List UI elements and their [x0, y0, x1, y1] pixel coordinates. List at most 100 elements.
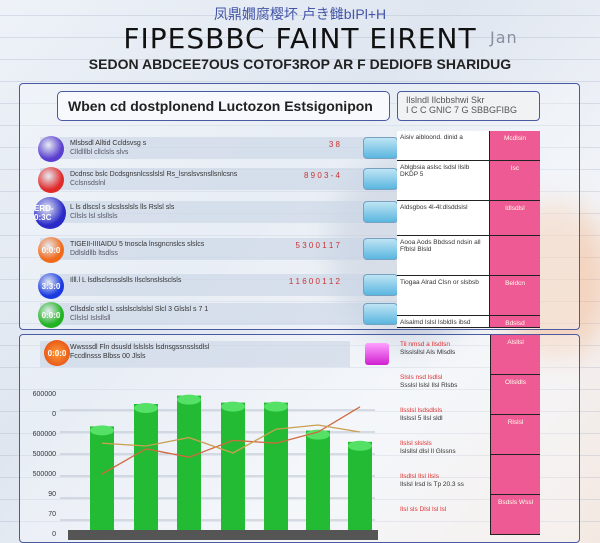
list-item[interactable]: Wwsssdl Fln dsusld lslslsls lsdnsgssnssl…	[40, 341, 350, 367]
row-title: Dcdnsc bslc Dcdsgnsnlcsslslsl Rs_lsnslsv…	[70, 171, 238, 178]
row-subtitle: Fccdlnsss Blbss 00 Jlsls	[70, 353, 146, 360]
table-tag: Bsdsls Wssl	[490, 495, 540, 535]
note-item: Slsls nsd lsdlsl Ssslsl lslsl Ilsl Rlsbs	[400, 374, 490, 390]
y-tick-label: 600000	[32, 431, 56, 438]
list-item[interactable]: Illl.l L lsdlsclsnsslslls Ilsclsnslslscl…	[40, 274, 380, 296]
bar	[221, 402, 245, 530]
app-icon[interactable]	[363, 274, 398, 296]
chart-floor	[68, 530, 378, 540]
bar-top	[221, 401, 245, 412]
table-cell: Tiogaa Alrad Clsn or slsbsb	[397, 276, 489, 316]
row-subtitle: Clldlllbl cllclsls slvs	[70, 149, 129, 156]
toolbar-box[interactable]: Ilslndl Ilcbbshwi Skr I C C GNIC 7 G SBB…	[397, 91, 540, 121]
y-tick-label: 0	[52, 531, 56, 538]
note-line: Slsslsllsl Als Mlsdls	[400, 349, 456, 356]
bar-top	[306, 429, 330, 440]
note-line: Ilslssl 5 Ilsl sldl	[400, 415, 443, 422]
title-text: FIPESBBC FAINT EIRENT	[123, 22, 477, 55]
table-tag: Bdslsd	[489, 316, 540, 328]
bar	[348, 441, 372, 530]
row-subtitle: Cclsnsdslnl	[70, 180, 106, 187]
note-line: Islsllsl dlsl Il Glssns	[400, 448, 456, 455]
app-icon[interactable]	[363, 137, 398, 159]
kicker: 凤鼎嫺腐樱坏 卢き雠bIPl+H	[213, 6, 387, 22]
bottom-panel: Wwsssdl Fln dsusld lslslsls lsdnsgssnssl…	[19, 334, 580, 543]
y-tick-label: 0	[52, 411, 56, 418]
page-title: FIPESBBC FAINT EIRENT Jan	[0, 22, 600, 55]
series-line	[101, 406, 361, 475]
table-tag: Mcdlsin	[489, 131, 540, 161]
bar-top	[90, 425, 114, 436]
list-item[interactable]: Cllsdslc stlcl L sslslsclslslsl Slcl 3 G…	[40, 303, 380, 325]
list-item[interactable]: TIGEII-IIIIAIDU 5 tnoscla lnsgncnslcs sl…	[40, 238, 380, 260]
bar	[264, 402, 288, 530]
note-line: Til nmsd a Ilsdlsn	[400, 341, 450, 348]
bar-top	[134, 403, 158, 413]
y-tick-label: 90	[48, 491, 56, 498]
toolbar-line: I C C GNIC 7 G SBBGFIBG	[406, 105, 518, 115]
note-line: Ilslsl slslsls	[400, 440, 432, 447]
row-meta: 1 1 6 0 0 1 1 2	[288, 277, 340, 286]
status-badge: 0:0:0	[38, 237, 64, 263]
app-icon[interactable]	[363, 303, 398, 325]
list-item[interactable]: Dcdnsc bslc Dcdsgnsnlcsslslsl Rs_lsnslsv…	[40, 168, 380, 190]
bar	[134, 404, 158, 530]
table-tag	[489, 236, 540, 276]
note-item: Ilslsl slslsls Islsllsl dlsl Il Glssns	[400, 440, 490, 456]
y-tick-label: 600000	[32, 391, 56, 398]
table-cell: Aooa Aods Bbdssd ndsin all Ffblsl Blsld	[397, 236, 489, 276]
title-side: Jan	[490, 28, 518, 47]
table-tag: Ollsldls	[490, 375, 540, 415]
search-input[interactable]: Wben cd dostplonend Luctozon Estsigonipo…	[57, 91, 390, 121]
folder-icon	[365, 343, 389, 365]
toolbar-line: Ilslndl Ilcbbshwi Skr	[406, 95, 485, 105]
row-subtitle: Ddlsldllb ltsdlss	[70, 250, 118, 257]
bar	[90, 426, 114, 530]
row-meta: 8 9 0 3 - 4	[303, 171, 340, 180]
note-item: Ilsdlsl Ilsl Ilsls Ilslsl Irsd ls Tp 20.3…	[400, 473, 490, 489]
row-meta: 5 3 0 0 1 1 7	[295, 241, 340, 250]
top-panel: Wben cd dostplonend Luctozon Estsigonipo…	[19, 83, 580, 330]
table-tag: Rlslsl	[490, 415, 540, 455]
note-item: Ilsslsl lsdsdlsls Ilslssl 5 Ilsl sldl	[400, 407, 490, 423]
bar-top	[177, 394, 201, 405]
row-subtitle: Cllsls lsl slsllsls	[70, 213, 118, 220]
table-tag: lsc	[489, 161, 540, 201]
status-badge	[38, 136, 64, 162]
row-title: Illl.l L lsdlsclsnsslslls Ilsclsnslslscl…	[70, 277, 182, 284]
app-icon[interactable]	[363, 168, 398, 190]
y-tick-label: 500000	[32, 451, 56, 458]
app-icon[interactable]	[363, 238, 398, 260]
bar	[177, 395, 201, 530]
bar-top	[264, 401, 288, 412]
note-line: Ilsdlsl Ilsl Ilsls	[400, 473, 440, 480]
row-subtitle: Cllslsl Islsllsll	[70, 315, 111, 322]
note-line: Slsls nsd lsdlsl	[400, 374, 443, 381]
note-line: Ilslsl Irsd ls Tp 20.3 ss	[400, 481, 464, 488]
row-title: Cllsdslc stlcl L sslslsclslslsl Slcl 3 G…	[70, 306, 209, 313]
table-tag: Alsllsl	[490, 335, 540, 375]
bar-top	[348, 440, 372, 451]
status-badge	[38, 167, 64, 193]
y-tick-label: 70	[48, 511, 56, 518]
y-tick-label: 500000	[32, 471, 56, 478]
app-icon[interactable]	[363, 201, 398, 223]
row-title: TIGEII-IIIIAIDU 5 tnoscla lnsgncnslcs sl…	[70, 241, 205, 248]
table-cell: Alsalmd Islsl IsbldIs ibsd	[397, 316, 489, 328]
bar	[306, 430, 330, 530]
note-line: Ssslsl lslsl Ilsl Rlsbs	[400, 382, 458, 389]
row-title: Mlsbsdl Alltid Ccldsvsg s	[70, 140, 147, 147]
list-item[interactable]: Mlsbsdl Alltid Ccldsvsg s Clldlllbl cllcl…	[40, 137, 380, 159]
bar-chart	[60, 394, 378, 540]
table-tag: ldlsdlsl	[489, 201, 540, 236]
note-line: Ilsl sls Dlsl lsl lsl	[400, 506, 447, 513]
row-meta: 3 8	[328, 140, 340, 149]
status-badge: 0:0:0	[38, 302, 64, 328]
list-item[interactable]: L ls dlscsl s slcslsslsls lls Rslsl sls C…	[40, 201, 380, 223]
table-cell: Ablgbsia aslsc lsdsl llslb DKDP 5	[397, 161, 489, 201]
note-item: Til nmsd a Ilsdlsn Slsslsllsl Als Mlsdls	[400, 341, 490, 357]
row-title: Wwsssdl Fln dsusld lslslsls lsdnsgssnssl…	[70, 344, 210, 351]
status-badge: 3:3:0	[38, 273, 64, 299]
note-item: Ilsl sls Dlsl lsl lsl	[400, 506, 490, 514]
table-cell: Aisiv aibloond. dinid a	[397, 131, 489, 161]
